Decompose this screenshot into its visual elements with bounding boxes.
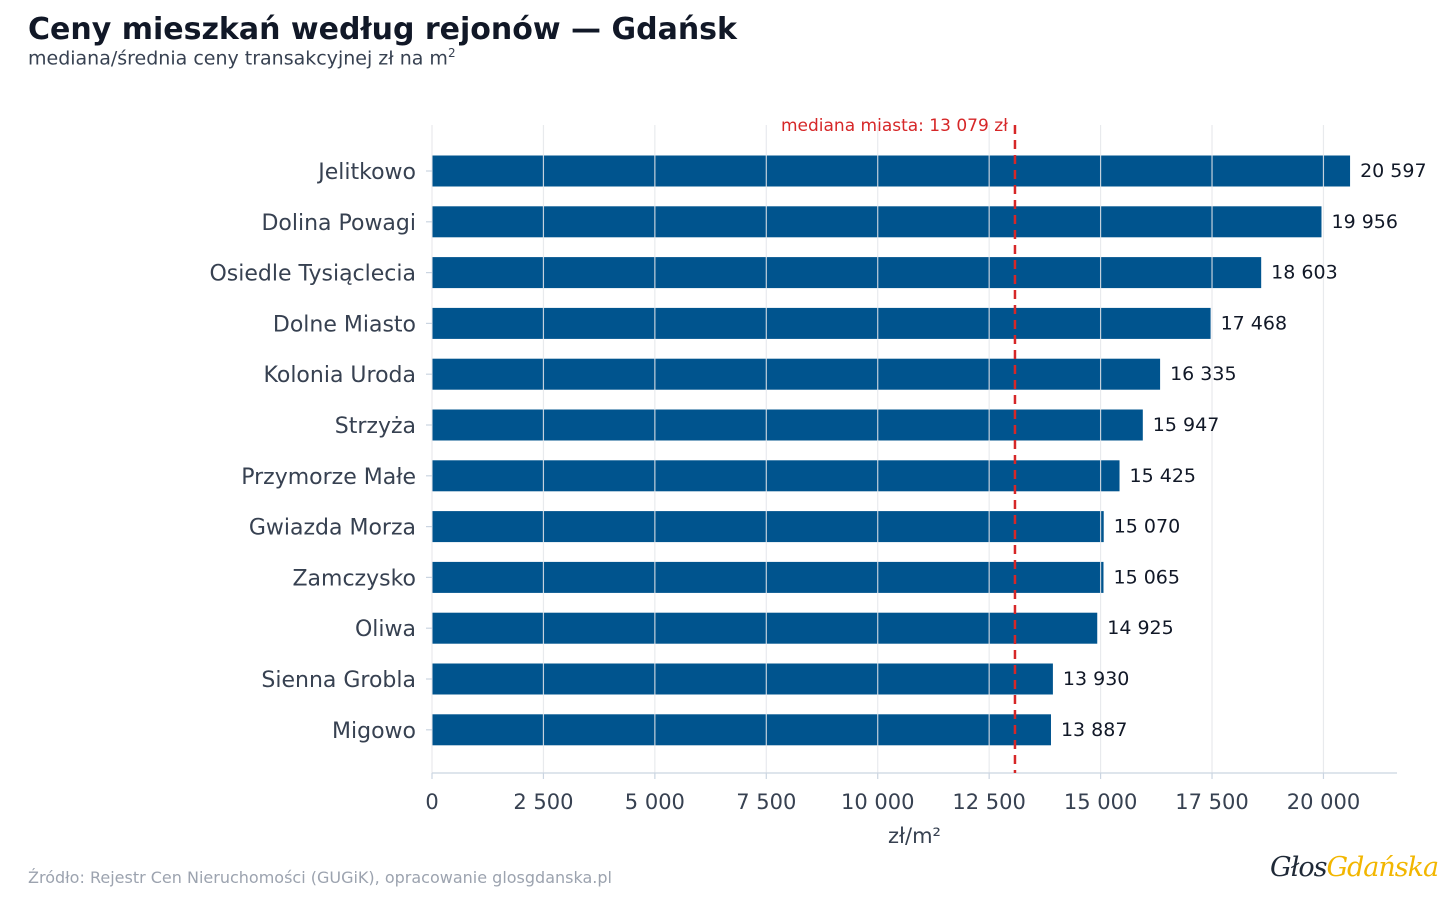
bar-6 (432, 460, 1120, 492)
x-tick-label-3: 7 500 (736, 790, 796, 814)
glos-gdanska-logo: GłosGdańska (1270, 852, 1439, 883)
bar-11 (432, 714, 1051, 746)
x-axis-title: zł/m² (888, 824, 941, 848)
value-label-11: 13 887 (1061, 719, 1127, 741)
bar-1 (432, 206, 1322, 238)
value-label-6: 15 425 (1130, 465, 1196, 487)
category-label-8: Zamczysko (292, 566, 416, 591)
x-tick-label-4: 10 000 (841, 790, 914, 814)
logo-text-gdanska: Gdańska (1326, 852, 1439, 883)
x-tick-label-5: 12 500 (952, 790, 1025, 814)
value-label-10: 13 930 (1063, 668, 1129, 690)
bar-4 (432, 358, 1161, 390)
x-tick-label-1: 2 500 (513, 790, 573, 814)
bar-2 (432, 257, 1262, 289)
source-note: Źródło: Rejestr Cen Nieruchomości (GUGiK… (28, 868, 612, 887)
value-label-9: 14 925 (1107, 617, 1173, 639)
category-label-5: Strzyża (335, 414, 416, 439)
bar-0 (432, 155, 1351, 187)
median-reference-label: mediana miasta: 13 079 zł (781, 116, 1008, 136)
value-label-8: 15 065 (1113, 566, 1179, 588)
bar-7 (432, 511, 1104, 543)
value-label-2: 18 603 (1271, 262, 1337, 284)
x-tick-label-7: 17 500 (1175, 790, 1248, 814)
x-tick-label-8: 20 000 (1287, 790, 1360, 814)
value-label-3: 17 468 (1221, 312, 1287, 334)
bar-9 (432, 612, 1098, 644)
category-label-9: Oliwa (355, 617, 416, 642)
x-tick-label-6: 15 000 (1064, 790, 1137, 814)
chart-title: Ceny mieszkań według rejonów — Gdańsk (28, 12, 737, 47)
bar-8 (432, 561, 1104, 593)
category-label-0: Jelitkowo (316, 160, 416, 185)
value-label-4: 16 335 (1170, 363, 1236, 385)
category-label-6: Przymorze Małe (241, 465, 416, 490)
bar-3 (432, 307, 1211, 339)
category-label-2: Osiedle Tysiąclecia (209, 262, 416, 287)
x-tick-label-0: 0 (425, 790, 438, 814)
category-label-1: Dolina Powagi (261, 211, 416, 236)
bar-10 (432, 663, 1053, 695)
category-label-7: Gwiazda Morza (249, 516, 416, 541)
value-label-5: 15 947 (1153, 414, 1219, 436)
subtitle-superscript: 2 (447, 46, 456, 60)
value-label-7: 15 070 (1114, 516, 1180, 538)
category-label-10: Sienna Grobla (261, 668, 416, 693)
category-label-3: Dolne Miasto (273, 312, 416, 337)
chart-subtitle: mediana/średnia ceny transakcyjnej zł na… (28, 46, 456, 69)
bar-5 (432, 409, 1143, 441)
category-label-11: Migowo (332, 719, 416, 744)
x-tick-label-2: 5 000 (625, 790, 685, 814)
subtitle-text: mediana/średnia ceny transakcyjnej zł na… (28, 47, 448, 70)
value-label-0: 20 597 (1360, 160, 1426, 182)
logo-text-glos: Głos (1270, 852, 1327, 883)
value-label-1: 19 956 (1331, 211, 1397, 233)
category-label-4: Kolonia Uroda (264, 363, 416, 388)
